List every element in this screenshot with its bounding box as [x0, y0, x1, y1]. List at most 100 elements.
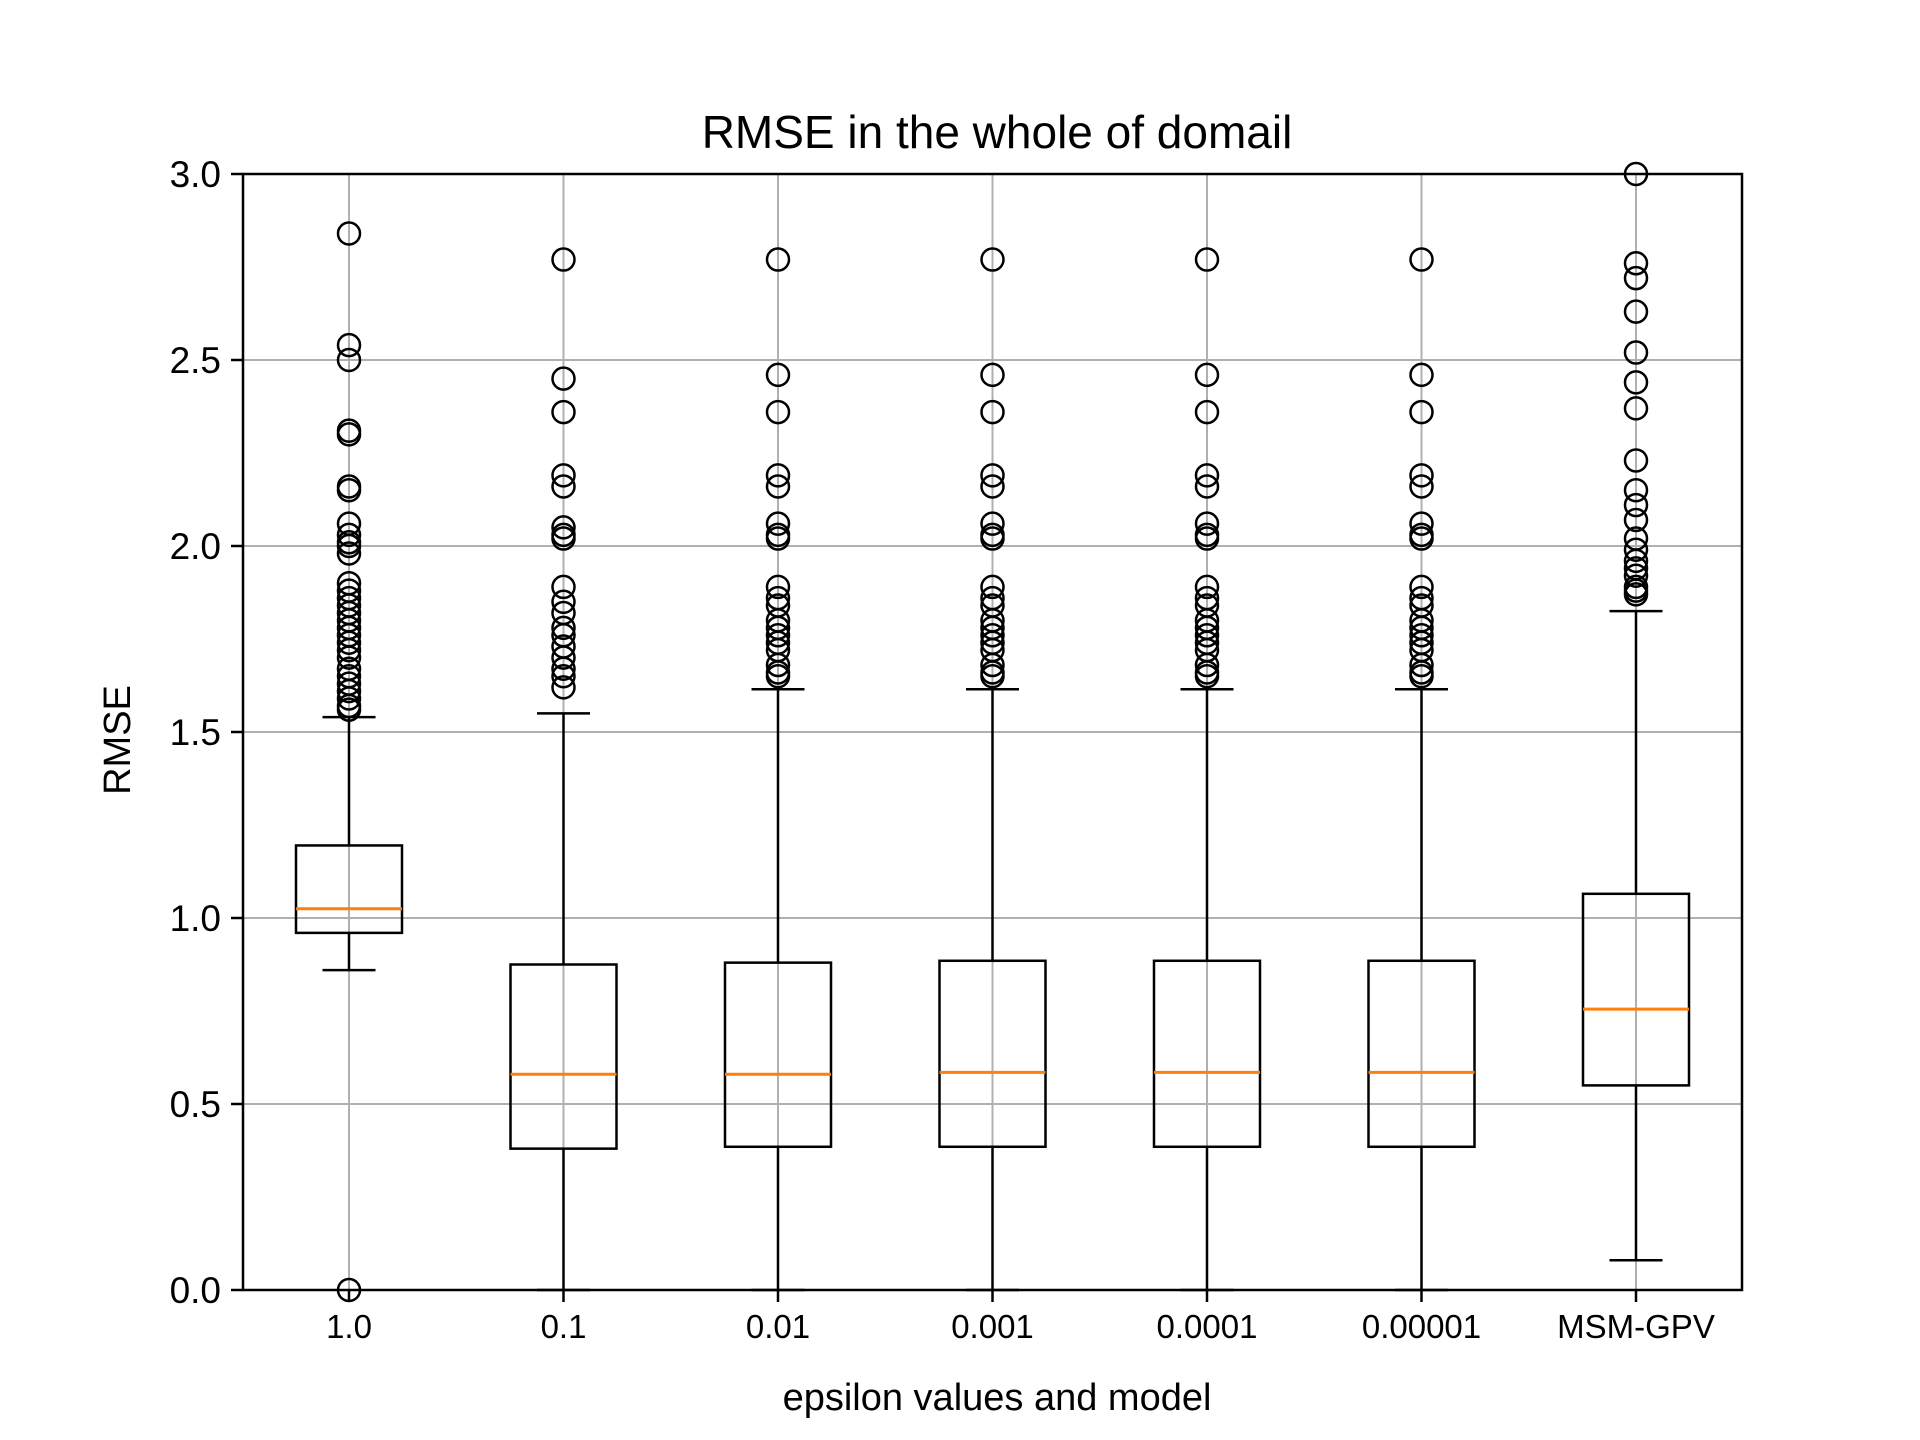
x-tick-label: 0.0001: [1157, 1308, 1258, 1345]
outlier-point: [1194, 463, 1220, 488]
outlier-point: [336, 221, 362, 246]
outlier-point: [551, 399, 576, 425]
box-group-MSM-GPV: [1581, 161, 1691, 1262]
y-tick-label: 0.5: [170, 1084, 221, 1125]
y-tick-label: 2.0: [170, 526, 221, 567]
outlier-point: [980, 474, 1005, 499]
outlier-point: [980, 663, 1005, 689]
y-axis-label: RMSE: [97, 685, 139, 795]
outlier-point: [1623, 507, 1649, 533]
outlier-point: [1409, 511, 1434, 536]
outlier-point: [336, 645, 362, 670]
outlier-point: [980, 623, 1005, 648]
outlier-point: [336, 637, 362, 663]
y-tick-label: 1.5: [170, 712, 221, 753]
outlier-point: [551, 574, 576, 600]
iqr-box: [1152, 959, 1262, 1149]
outlier-point: [1623, 251, 1649, 276]
outlier-point: [1409, 474, 1434, 499]
x-tick-label: 0.1: [541, 1308, 587, 1345]
outlier-point: [1194, 511, 1220, 536]
outlier-point: [551, 515, 576, 540]
outlier-point: [1409, 663, 1434, 689]
outlier-point: [551, 675, 576, 700]
outlier-point: [1409, 399, 1434, 425]
outlier-point: [1623, 370, 1649, 395]
outlier-point: [980, 463, 1005, 488]
outlier-point: [1409, 652, 1434, 678]
x-tick-label: 0.01: [746, 1308, 810, 1345]
x-tick-label: 0.001: [951, 1308, 1034, 1345]
outlier-point: [1194, 663, 1220, 689]
axis-ticks: 0.0 0.5 1.0 1.5 2.0 2.5 3.0 1.0 0.1 0.01 0.001 0.00…: [170, 154, 1715, 1345]
outlier-point: [551, 589, 576, 615]
outlier-point: [336, 686, 362, 711]
outlier-point: [765, 362, 791, 388]
outlier-point: [336, 678, 362, 704]
x-axis-label: epsilon values and model: [783, 1377, 1212, 1419]
outlier-point: [1194, 574, 1220, 600]
outlier-point: [336, 422, 362, 447]
outlier-point: [551, 615, 576, 641]
outlier-point: [980, 526, 1005, 551]
outlier-point: [765, 526, 791, 551]
box-group-0.001: [938, 247, 1047, 1292]
outlier-point: [1409, 623, 1434, 648]
iqr-box: [1367, 959, 1476, 1149]
y-tick-label: 2.5: [170, 340, 221, 381]
outlier-point: [336, 477, 362, 503]
outlier-point: [980, 511, 1005, 536]
outlier-point: [336, 630, 362, 655]
outlier-point: [980, 652, 1005, 678]
outlier-point: [551, 656, 576, 682]
outlier-point: [765, 663, 791, 689]
x-tick-label: 1.0: [326, 1308, 372, 1345]
outlier-point: [1409, 247, 1434, 272]
x-tick-label: MSM-GPV: [1557, 1308, 1715, 1345]
box-group-0.0001: [1152, 247, 1262, 1292]
outlier-point: [1623, 492, 1649, 518]
outlier-point: [336, 533, 362, 559]
outlier-point: [765, 474, 791, 499]
outlier-point: [1194, 247, 1220, 272]
y-tick-label: 3.0: [170, 154, 221, 195]
outlier-point: [1623, 448, 1649, 473]
outlier-point: [980, 247, 1005, 272]
outlier-point: [1194, 526, 1220, 551]
outlier-point: [551, 526, 576, 551]
outlier-point: [1409, 526, 1434, 551]
x-tick-label: 0.00001: [1362, 1308, 1481, 1345]
outlier-point: [1623, 582, 1649, 607]
outlier-point: [1623, 396, 1649, 421]
outlier-point: [551, 463, 576, 488]
outlier-point: [336, 332, 362, 358]
outlier-point: [1194, 362, 1220, 388]
y-tick-label: 0.0: [170, 1270, 221, 1311]
outlier-point: [1194, 652, 1220, 678]
iqr-box: [1581, 892, 1691, 1087]
outlier-point: [1409, 362, 1434, 388]
outlier-point: [551, 663, 576, 689]
outlier-point: [551, 645, 576, 670]
outlier-point: [765, 574, 791, 600]
outlier-point: [336, 541, 362, 566]
outlier-point: [765, 652, 791, 678]
outlier-point: [980, 399, 1005, 425]
outlier-point: [1623, 477, 1649, 503]
outlier-point: [765, 247, 791, 272]
outlier-point: [1623, 299, 1649, 324]
iqr-box: [723, 961, 833, 1149]
outlier-point: [1194, 399, 1220, 425]
box-series: [294, 161, 1691, 1303]
outlier-point: [1194, 623, 1220, 648]
outlier-point: [1623, 563, 1649, 589]
iqr-box: [294, 844, 404, 935]
outlier-point: [551, 366, 576, 391]
outlier-point: [1623, 265, 1649, 291]
outlier-point: [765, 463, 791, 488]
outlier-point: [765, 399, 791, 425]
outlier-point: [336, 522, 362, 548]
outlier-point: [1623, 537, 1649, 562]
box-group-1.0: [294, 221, 404, 1303]
